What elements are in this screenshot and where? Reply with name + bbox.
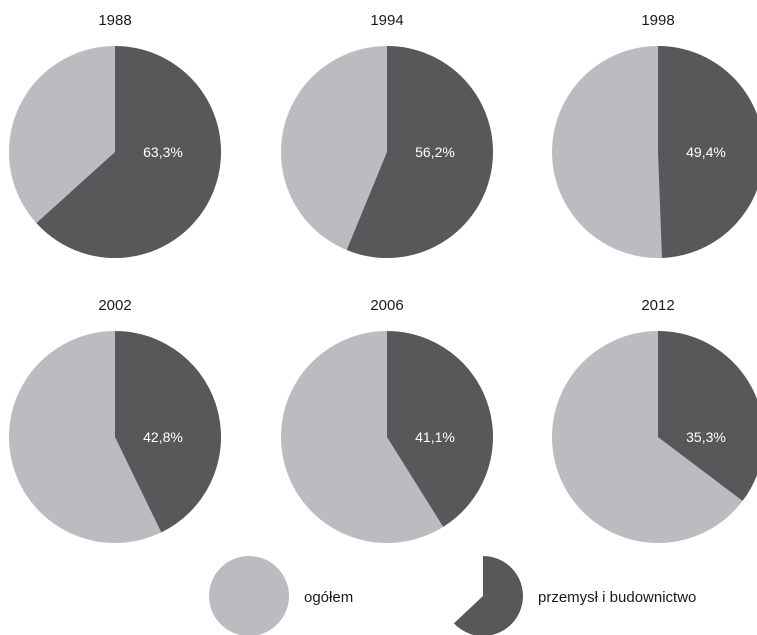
pie-title: 1994 xyxy=(370,12,403,29)
pie-title: 2006 xyxy=(370,297,403,314)
slice-przemysl xyxy=(115,330,222,533)
pie-2012: 2012 35,3% xyxy=(552,297,757,543)
pie-title: 1988 xyxy=(98,12,131,29)
slice-przemysl xyxy=(387,331,493,527)
legend-swatch-ogolem xyxy=(209,556,289,635)
data-label: 42,8% xyxy=(143,429,183,445)
pie-1988: 1988 63,3% xyxy=(9,12,222,258)
pies-layer: 1988 63,3% 1994 56,2% 1998 49,4% 2002 42,8% 2006… xyxy=(9,12,757,543)
pie-1998: 1998 49,4% xyxy=(552,12,757,258)
data-label: 35,3% xyxy=(686,429,726,445)
pie-title: 2002 xyxy=(98,297,131,314)
legend: ogółem przemysł i budownictwo xyxy=(209,556,696,635)
slice-przemysl xyxy=(658,46,757,258)
legend-item-przemysl: przemysł i budownictwo xyxy=(453,556,696,635)
slice-przemysl xyxy=(658,331,757,501)
data-label: 56,2% xyxy=(415,144,455,160)
pie-title: 1998 xyxy=(641,12,674,29)
legend-item-ogolem: ogółem xyxy=(209,556,353,635)
slice-przemysl xyxy=(346,46,493,258)
slice-przemysl xyxy=(36,45,222,258)
pie-2006: 2006 41,1% xyxy=(281,297,493,543)
pie-2002: 2002 42,8% xyxy=(9,297,222,543)
pie-title: 2012 xyxy=(641,297,674,314)
pie-1994: 1994 56,2% xyxy=(281,12,493,258)
data-label: 63,3% xyxy=(143,144,183,160)
legend-swatch-przemysl xyxy=(453,556,523,635)
data-label: 49,4% xyxy=(686,144,726,160)
legend-label-ogolem: ogółem xyxy=(304,589,353,606)
legend-label-przemysl: przemysł i budownictwo xyxy=(538,589,696,606)
data-label: 41,1% xyxy=(415,429,455,445)
